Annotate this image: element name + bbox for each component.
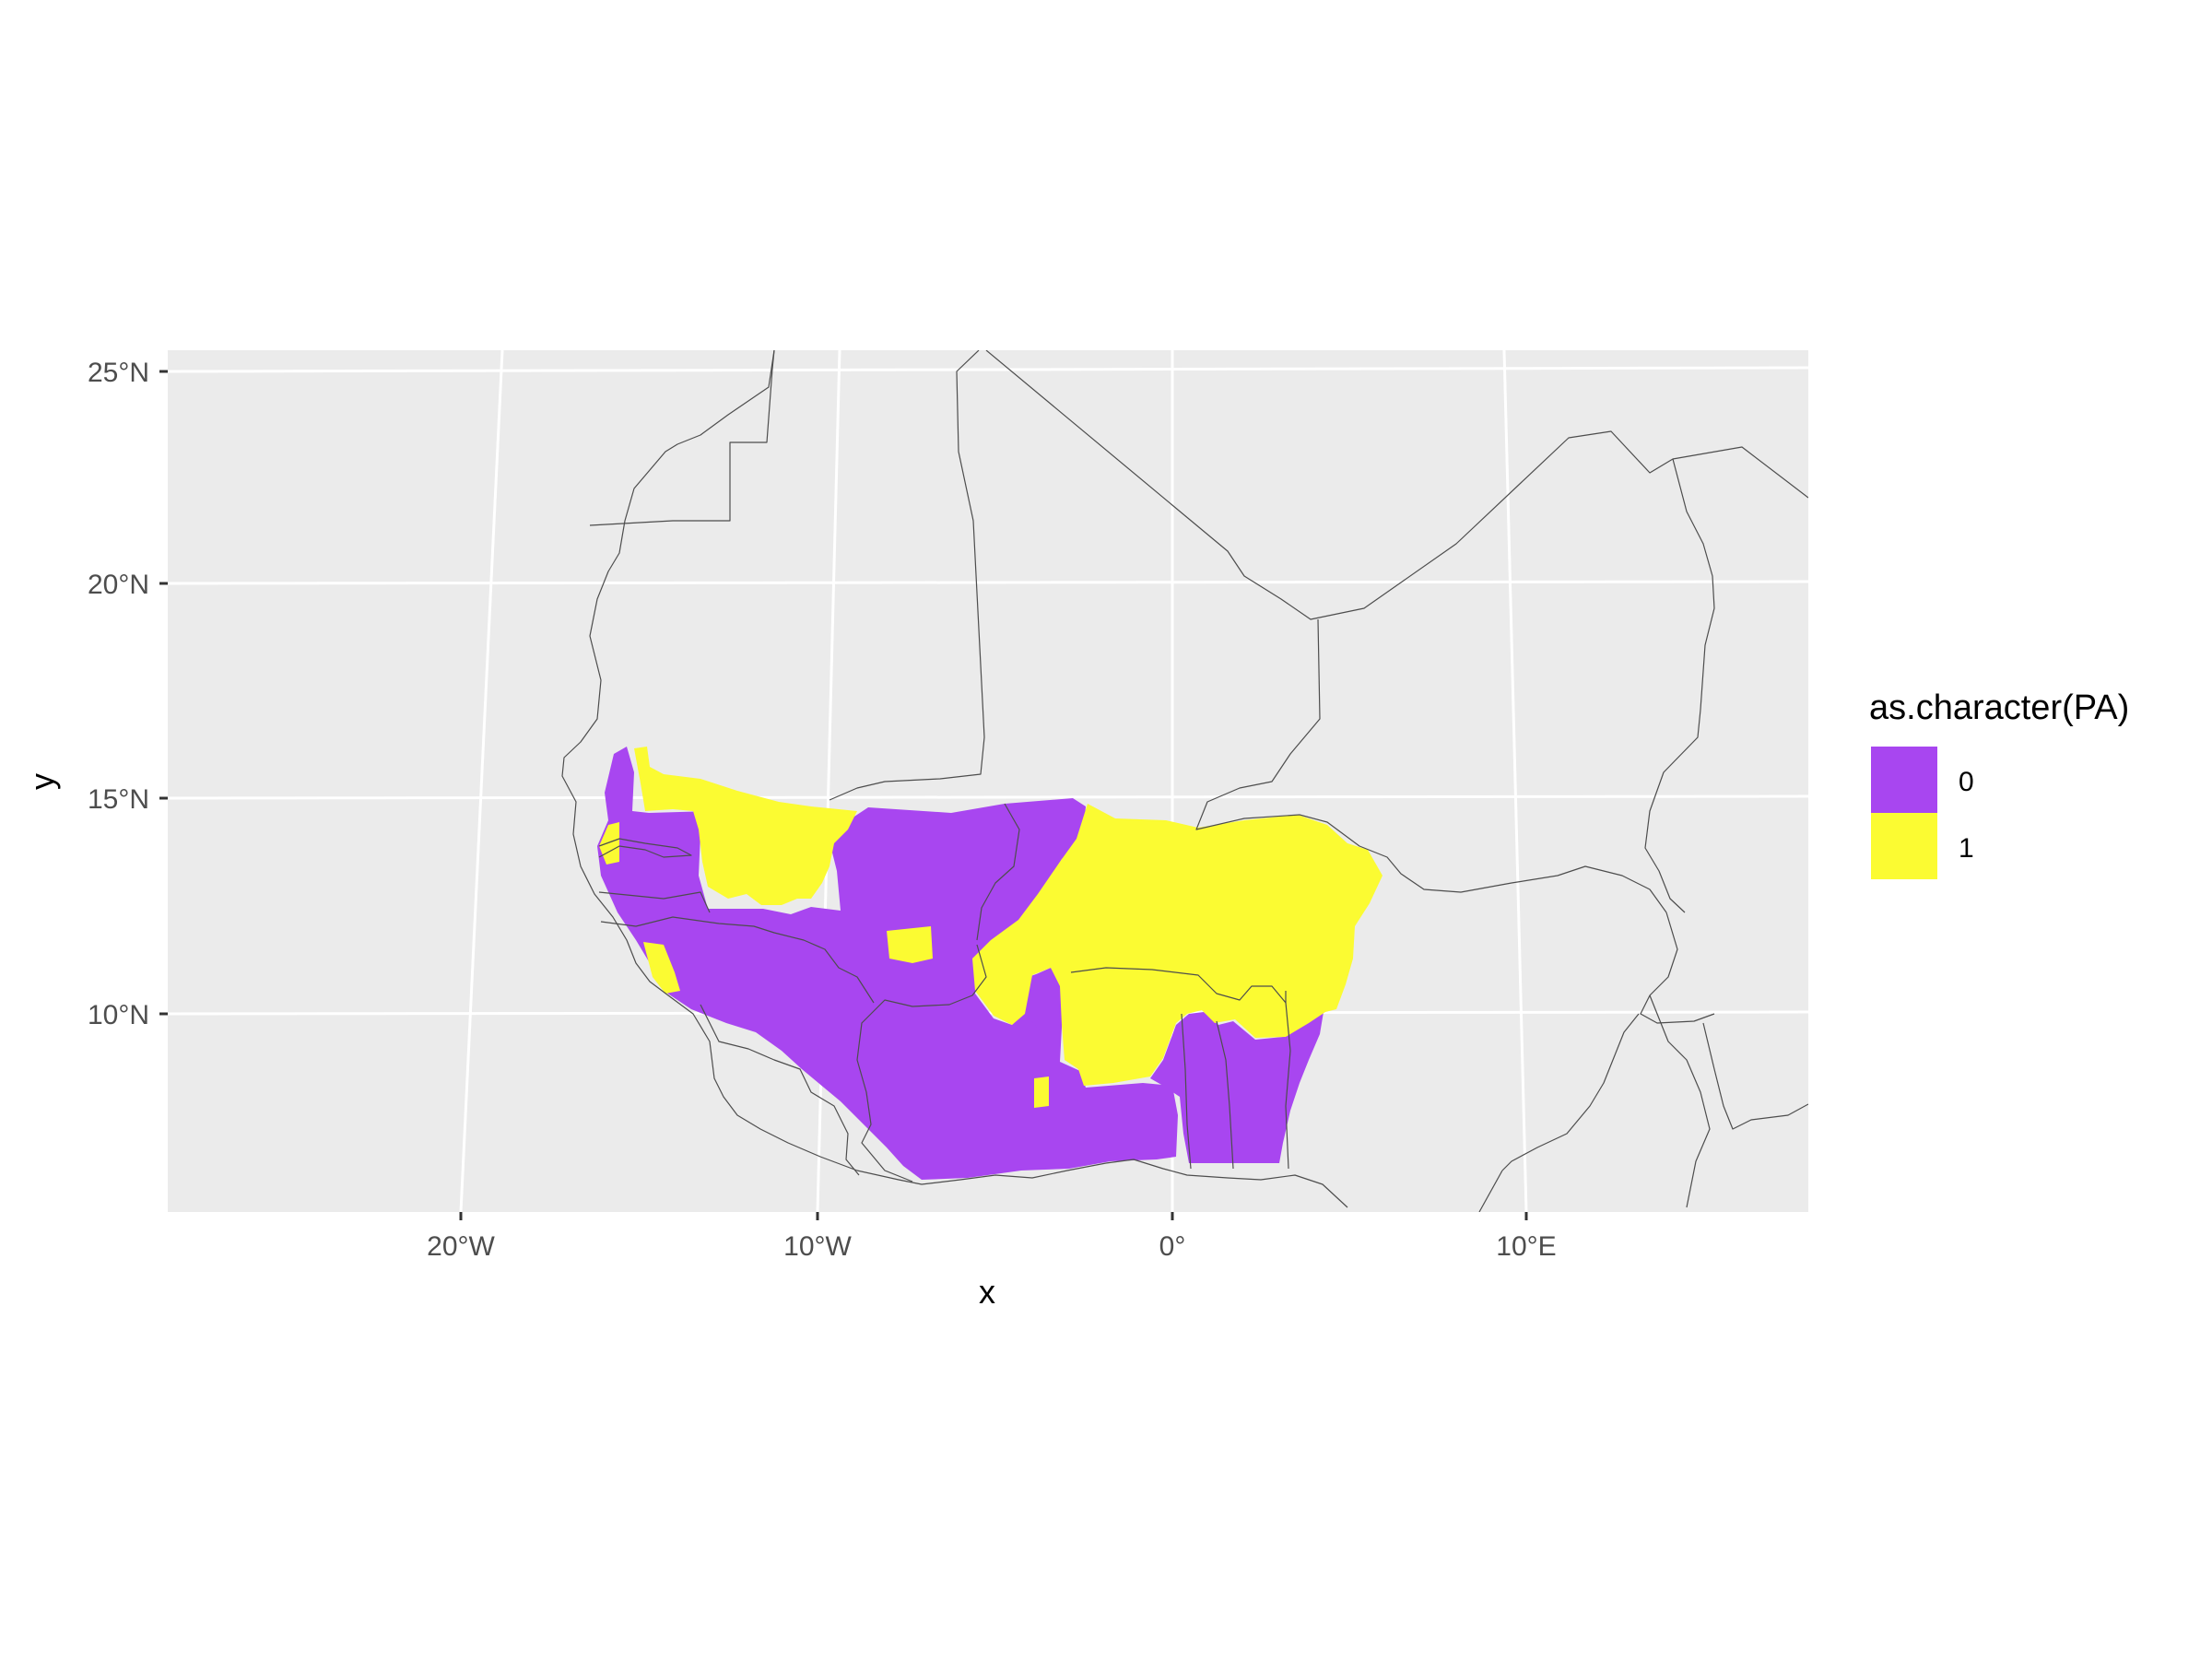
border-cote-ivoire bbox=[856, 944, 987, 1182]
country-borders bbox=[561, 350, 1808, 1212]
y-tick-label: 20°N bbox=[88, 570, 149, 600]
class-0-cells bbox=[597, 747, 1335, 1180]
border-niger-south bbox=[1195, 618, 1667, 913]
yellow-patch-mid bbox=[887, 926, 933, 963]
purple-patch-mid bbox=[1025, 970, 1060, 1030]
yellow-patch-w2 bbox=[643, 942, 680, 994]
border-senegal-gambia bbox=[598, 838, 692, 858]
y-axis-title: y bbox=[23, 773, 61, 790]
y-tick-label: 10°N bbox=[88, 1000, 149, 1030]
border-nigeria-south bbox=[1501, 1013, 1640, 1171]
border-chad bbox=[1702, 1022, 1808, 1130]
purple-region-east bbox=[1150, 1012, 1324, 1163]
x-tick-label: 10°E bbox=[1496, 1231, 1556, 1262]
border-nigeria-cameroon bbox=[1640, 912, 1715, 1024]
border-coast-northwest bbox=[561, 350, 1348, 1208]
yellow-spot-south bbox=[1034, 1077, 1049, 1108]
border-mali-burkina bbox=[976, 803, 1020, 941]
x-tick-label: 0° bbox=[1159, 1231, 1186, 1262]
y-axis: 25°N 20°N 15°N 10°N y bbox=[23, 358, 168, 1030]
border-ghana-togo bbox=[1181, 1013, 1192, 1170]
pa-raster bbox=[597, 747, 1382, 1180]
border-mauritania-north bbox=[589, 350, 775, 526]
parallel-25n bbox=[168, 366, 1808, 373]
border-togo-benin bbox=[1216, 1020, 1234, 1170]
x-tick-label: 20°W bbox=[427, 1231, 495, 1262]
x-axis-title: x bbox=[979, 1273, 995, 1311]
border-burkina-internal bbox=[1070, 967, 1287, 1004]
parallel-15n bbox=[168, 794, 1808, 800]
border-guinea-bissau bbox=[598, 891, 711, 913]
border-w-sahara bbox=[829, 350, 985, 801]
border-cameroon-south bbox=[1649, 994, 1711, 1208]
border-guinea-sierra bbox=[700, 1004, 860, 1176]
parallel-20n bbox=[168, 580, 1808, 585]
legend-title: as.character(PA) bbox=[1869, 688, 2129, 727]
legend: as.character(PA) 0 1 bbox=[1869, 688, 2129, 879]
meridian-20w bbox=[459, 350, 504, 1212]
x-tick-label: 10°W bbox=[783, 1231, 852, 1262]
legend-label-0: 0 bbox=[1959, 767, 1974, 797]
legend-key-0 bbox=[1871, 747, 1937, 813]
x-ticks bbox=[459, 1212, 1528, 1220]
y-tick-label: 15°N bbox=[88, 784, 149, 815]
yellow-region-central bbox=[972, 804, 1382, 1086]
purple-region-west-central bbox=[597, 747, 1178, 1180]
border-guinea-north bbox=[600, 916, 875, 1004]
class-1-cells bbox=[599, 747, 1382, 1108]
border-benin-nigeria bbox=[1285, 1002, 1291, 1170]
y-tick-label: 25°N bbox=[88, 358, 149, 388]
yellow-region-northwest bbox=[634, 747, 857, 905]
legend-key-1 bbox=[1871, 813, 1937, 879]
border-niger-east bbox=[1644, 458, 1715, 913]
x-axis: 20°W 10°W 0° 10°E x bbox=[427, 1212, 1557, 1311]
border-southeast-edge bbox=[1478, 1170, 1503, 1212]
meridian-10e bbox=[1502, 350, 1528, 1212]
graticule bbox=[168, 350, 1808, 1212]
legend-label-1: 1 bbox=[1959, 833, 1974, 864]
y-ticks bbox=[159, 370, 168, 1016]
